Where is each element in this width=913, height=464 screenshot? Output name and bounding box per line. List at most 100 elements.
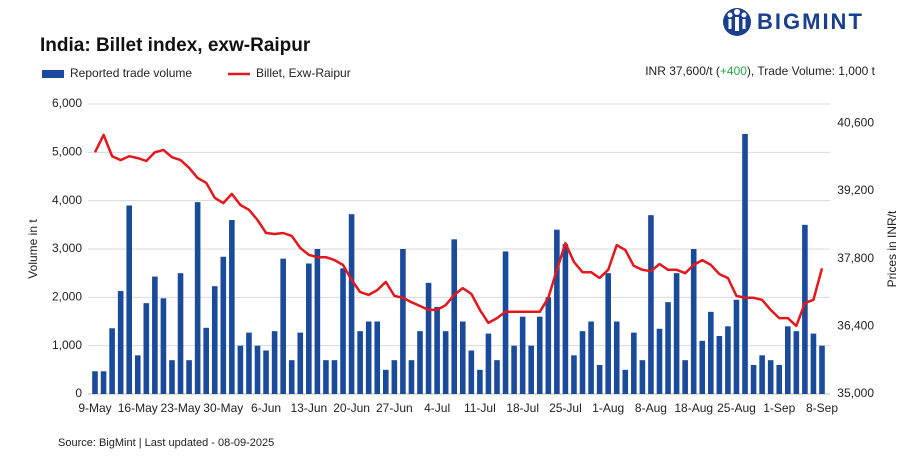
bar	[519, 316, 526, 394]
bar	[750, 365, 757, 394]
bar	[400, 249, 406, 394]
bar	[784, 326, 791, 394]
y2-tick-label: 36,400	[837, 319, 874, 333]
bar	[494, 360, 500, 394]
x-tick-label: 13-Jun	[290, 401, 327, 415]
bar	[126, 205, 133, 394]
bar	[588, 321, 594, 394]
bar	[383, 369, 389, 394]
bar	[211, 286, 218, 394]
bar	[100, 371, 107, 394]
bar	[639, 360, 646, 394]
x-tick-label: 20-Jun	[333, 401, 370, 415]
bar	[117, 291, 124, 394]
x-tick-label: 11-Jul	[464, 401, 496, 415]
bar	[605, 273, 611, 394]
legend-label: Billet, Exw-Raipur	[256, 66, 351, 80]
bar	[716, 336, 723, 394]
y2-tick-label: 37,800	[837, 251, 874, 265]
y-tick-label: 6,000	[52, 96, 82, 110]
bar	[160, 298, 167, 394]
bar	[288, 360, 295, 394]
bar	[365, 321, 372, 394]
bar	[511, 345, 517, 394]
bar	[434, 307, 440, 394]
legend-label: Reported trade volume	[70, 66, 192, 80]
y-tick-label: 1,000	[52, 338, 82, 352]
bar	[742, 133, 748, 394]
x-tick-label: 4-Jul	[424, 401, 450, 415]
chart-title: India: Billet index, exw-Raipur	[40, 35, 311, 56]
bar	[408, 360, 415, 394]
bar	[109, 328, 115, 394]
x-tick-label: 25-Jul	[549, 401, 582, 415]
bar	[280, 258, 286, 394]
bar	[656, 328, 663, 394]
bar	[682, 360, 688, 394]
bar	[536, 316, 543, 394]
x-tick-label: 8-Sep	[806, 401, 838, 415]
x-tick-label: 18-Jul	[506, 401, 539, 415]
bar	[708, 311, 714, 394]
y-tick-label: 2,000	[52, 290, 82, 304]
x-tick-label: 30-May	[203, 401, 243, 415]
y2-axis-label: Prices in INR/t	[885, 210, 899, 287]
x-tick-label: 18-Aug	[674, 401, 713, 415]
bar	[340, 268, 346, 394]
bar	[177, 273, 184, 394]
bar	[665, 302, 671, 394]
bar	[673, 273, 680, 394]
info-change: +400	[720, 64, 747, 78]
y-tick-label: 3,000	[52, 241, 82, 255]
y-tick-label: 4,000	[52, 193, 82, 207]
bar	[297, 332, 304, 394]
bar	[622, 369, 629, 394]
logo-icon	[723, 8, 751, 36]
bar	[468, 350, 475, 394]
bar	[810, 333, 817, 394]
bar	[793, 331, 800, 394]
bar	[451, 239, 458, 394]
bar	[767, 360, 774, 394]
brand: BIGMINT	[757, 9, 864, 34]
bar	[374, 321, 381, 394]
x-tick-label: 8-Aug	[635, 401, 667, 415]
x-tick-label: 6-Jun	[251, 401, 281, 415]
bar	[254, 345, 261, 394]
bar	[271, 331, 278, 394]
y-axis-label: Volume in t	[26, 219, 40, 279]
bar	[331, 360, 338, 394]
bar	[169, 360, 175, 394]
bar	[425, 282, 432, 394]
bar	[528, 345, 534, 394]
info: INR 37,600/t (+400), Trade Volume: 1,000…	[645, 64, 875, 78]
y-tick-label: 0	[75, 386, 82, 400]
bar	[613, 321, 620, 394]
bar	[725, 326, 731, 394]
bar	[571, 355, 577, 394]
bar	[417, 331, 423, 394]
bar	[348, 214, 355, 394]
bar	[229, 220, 235, 394]
x-tick-label: 25-Aug	[717, 401, 756, 415]
bar	[237, 345, 244, 394]
info-prefix: INR 37,600/t (	[645, 64, 720, 78]
bar	[459, 321, 466, 394]
bar	[391, 360, 398, 394]
bar	[442, 331, 449, 394]
bar	[220, 256, 227, 394]
bar	[92, 371, 98, 394]
bar	[596, 365, 603, 394]
bar	[562, 244, 569, 394]
bar	[357, 331, 363, 394]
bar	[776, 365, 783, 394]
bar	[477, 369, 483, 394]
x-tick-label: 1-Sep	[763, 401, 795, 415]
info-suffix: ), Trade Volume: 1,000 t	[747, 64, 876, 78]
bar	[759, 355, 765, 394]
y2-tick-label: 40,600	[837, 116, 874, 130]
x-tick-label: 23-May	[161, 401, 201, 415]
bar	[554, 229, 560, 394]
x-tick-label: 1-Aug	[592, 401, 624, 415]
price-line	[93, 133, 824, 328]
